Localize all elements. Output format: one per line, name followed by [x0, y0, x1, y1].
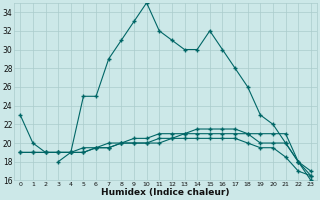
X-axis label: Humidex (Indice chaleur): Humidex (Indice chaleur) — [101, 188, 230, 197]
